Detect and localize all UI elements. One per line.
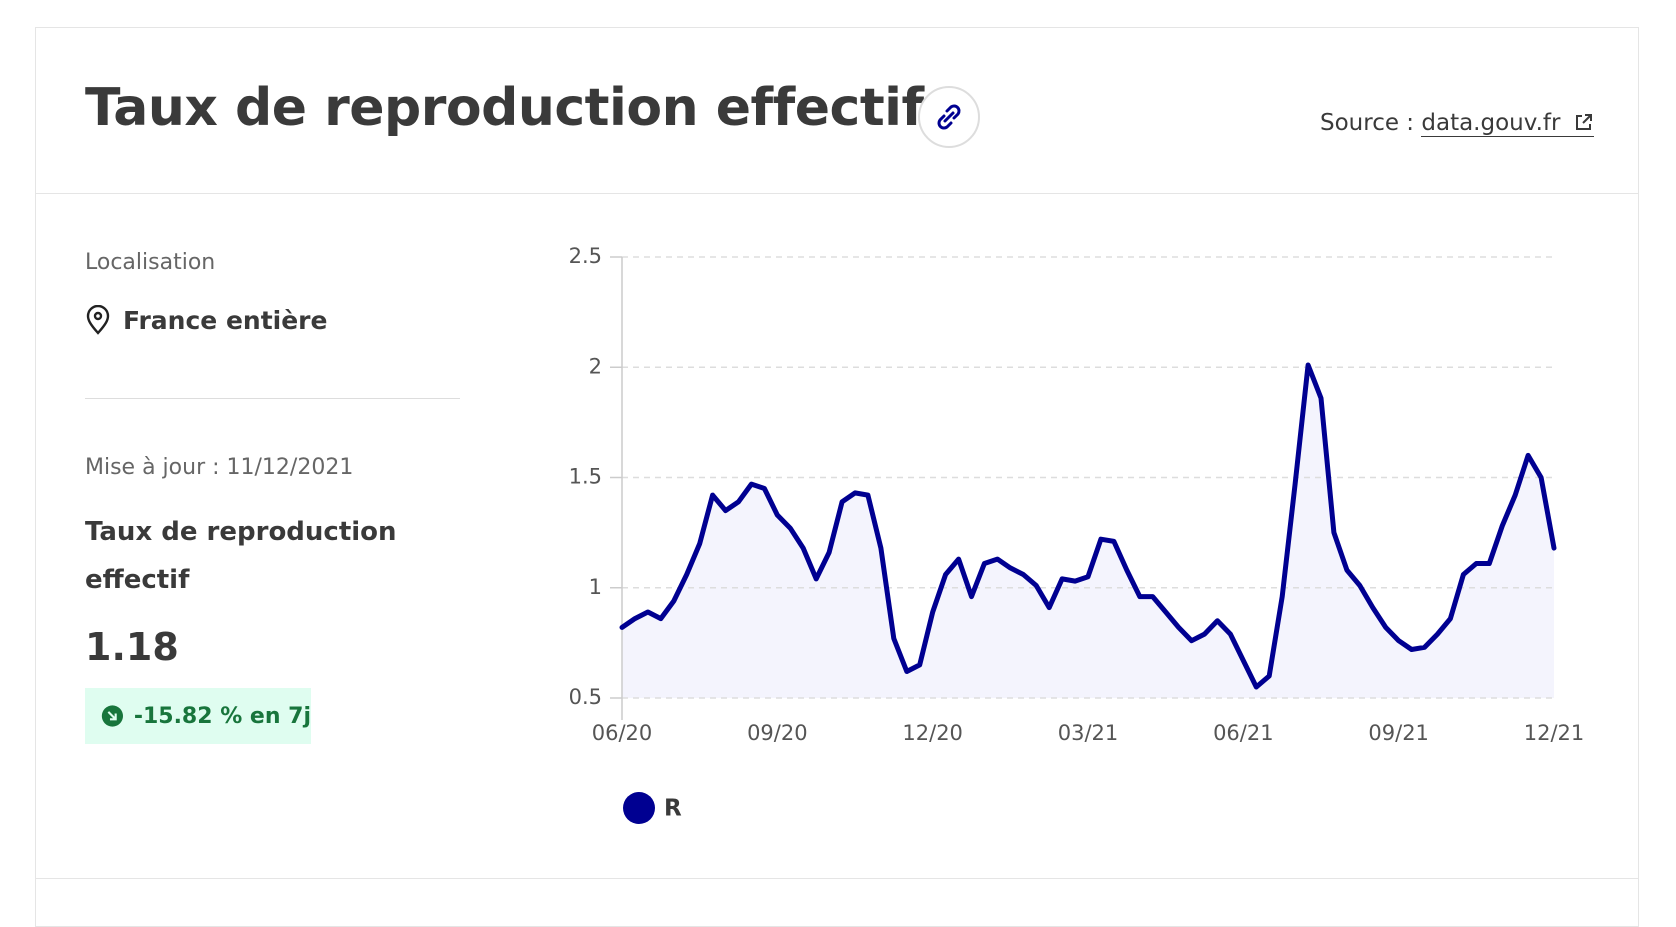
y-tick-label: 1.5 [569, 465, 602, 489]
change-badge: -15.82 % en 7j [85, 688, 311, 744]
source-label: Source : [1320, 110, 1415, 136]
area [622, 365, 1554, 698]
legend-swatch [623, 792, 655, 824]
location: France entière [85, 305, 327, 335]
title: Taux de reproduction effectif [85, 78, 924, 138]
source: Source : data.gouv.fr [1320, 110, 1594, 137]
divider [35, 878, 1639, 879]
source-link-text[interactable]: data.gouv.fr [1421, 110, 1561, 136]
update: Mise à jour : 11/12/2021 [85, 455, 354, 480]
divider [85, 398, 460, 399]
page: {"header": {"title": "Taux de reproducti… [35, 27, 1639, 927]
y-tick-label: 0.5 [569, 685, 602, 709]
location-text: France entière [123, 305, 328, 335]
x-tick-label: 06/21 [1213, 721, 1274, 745]
y-tick-label: 2 [589, 354, 602, 378]
link-button[interactable] [917, 85, 981, 149]
line [619, 362, 1557, 690]
y-tick-label: 2.5 [569, 244, 602, 268]
chart: 0.5 1 1.5 2 2.5 06/20 09/20 12/20 03/21 06/21 09/2… [569, 244, 1585, 824]
x-tick-label: 03/21 [1058, 721, 1119, 745]
y-tick-label: 1 [589, 575, 602, 599]
location-label: Localisation [85, 250, 216, 275]
metric-value: 1.18 [85, 625, 179, 669]
divider [35, 193, 1639, 194]
source-link[interactable]: data.gouv.fr [1421, 110, 1594, 137]
down-icon [101, 705, 124, 727]
legend-label: R [664, 796, 682, 822]
pin-icon [86, 305, 110, 335]
change-text: -15.82 % en 7j [133, 703, 311, 729]
metric-label: Taux de reproduction effectif [85, 517, 397, 595]
x-tick-label: 12/21 [1524, 721, 1585, 745]
external-icon [1575, 114, 1592, 130]
x-tick-label: 09/20 [747, 721, 808, 745]
x-tick-label: 12/20 [902, 721, 963, 745]
x-tick-label: 06/20 [592, 721, 653, 745]
x-tick-label: 09/21 [1368, 721, 1429, 745]
